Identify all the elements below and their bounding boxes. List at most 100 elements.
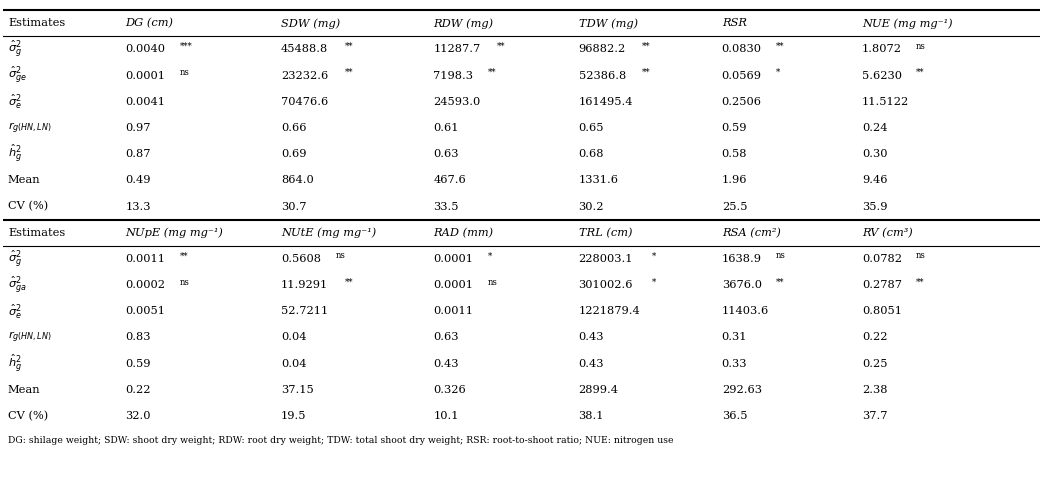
Text: SDW (mg): SDW (mg) xyxy=(281,18,340,28)
Text: 0.58: 0.58 xyxy=(722,149,747,159)
Text: 161495.4: 161495.4 xyxy=(579,97,633,107)
Text: 0.0002: 0.0002 xyxy=(125,280,165,290)
Text: **: ** xyxy=(916,278,925,287)
Text: 0.0011: 0.0011 xyxy=(125,254,165,264)
Text: 70476.6: 70476.6 xyxy=(281,97,329,107)
Text: CV (%): CV (%) xyxy=(8,411,48,421)
Text: 0.97: 0.97 xyxy=(125,123,150,133)
Text: 0.5608: 0.5608 xyxy=(281,254,321,264)
Text: CV (%): CV (%) xyxy=(8,201,48,212)
Text: *: * xyxy=(652,278,656,287)
Text: 0.0001: 0.0001 xyxy=(433,254,474,264)
Text: ns: ns xyxy=(776,252,786,260)
Text: **: ** xyxy=(344,42,354,51)
Text: **: ** xyxy=(344,278,354,287)
Text: Estimates: Estimates xyxy=(8,18,66,28)
Text: 35.9: 35.9 xyxy=(862,201,888,212)
Text: 0.49: 0.49 xyxy=(125,175,150,186)
Text: 1.96: 1.96 xyxy=(722,175,747,186)
Text: $\hat{\sigma}^2_g$: $\hat{\sigma}^2_g$ xyxy=(8,39,22,60)
Text: 19.5: 19.5 xyxy=(281,411,307,421)
Text: 1.8072: 1.8072 xyxy=(862,44,902,54)
Text: 9.46: 9.46 xyxy=(862,175,888,186)
Text: 0.59: 0.59 xyxy=(722,123,747,133)
Text: $\hat{\sigma}^2_{ga}$: $\hat{\sigma}^2_{ga}$ xyxy=(8,274,27,296)
Text: 0.0001: 0.0001 xyxy=(125,71,165,80)
Text: 36.5: 36.5 xyxy=(722,411,747,421)
Text: 24593.0: 24593.0 xyxy=(433,97,481,107)
Text: 2.38: 2.38 xyxy=(862,385,888,395)
Text: **: ** xyxy=(642,42,651,51)
Text: 37.15: 37.15 xyxy=(281,385,314,395)
Text: 0.61: 0.61 xyxy=(433,123,459,133)
Text: **: ** xyxy=(916,68,925,77)
Text: 33.5: 33.5 xyxy=(433,201,459,212)
Text: ***: *** xyxy=(179,42,192,51)
Text: ns: ns xyxy=(179,68,190,77)
Text: **: ** xyxy=(776,278,784,287)
Text: 5.6230: 5.6230 xyxy=(862,71,902,80)
Text: 11.9291: 11.9291 xyxy=(281,280,329,290)
Text: 3676.0: 3676.0 xyxy=(722,280,761,290)
Text: *: * xyxy=(776,68,780,77)
Text: 864.0: 864.0 xyxy=(281,175,314,186)
Text: 0.69: 0.69 xyxy=(281,149,307,159)
Text: Mean: Mean xyxy=(8,385,41,395)
Text: ns: ns xyxy=(916,252,926,260)
Text: 37.7: 37.7 xyxy=(862,411,888,421)
Text: 0.65: 0.65 xyxy=(579,123,604,133)
Text: $\hat{\sigma}^2_e$: $\hat{\sigma}^2_e$ xyxy=(8,302,22,321)
Text: *: * xyxy=(652,252,656,260)
Text: 0.0040: 0.0040 xyxy=(125,44,165,54)
Text: **: ** xyxy=(344,68,354,77)
Text: $\hat{\sigma}^2_e$: $\hat{\sigma}^2_e$ xyxy=(8,93,22,111)
Text: **: ** xyxy=(776,42,784,51)
Text: 0.0011: 0.0011 xyxy=(433,306,474,316)
Text: $\hat{\sigma}^2_g$: $\hat{\sigma}^2_g$ xyxy=(8,248,22,270)
Text: 11287.7: 11287.7 xyxy=(433,44,481,54)
Text: 228003.1: 228003.1 xyxy=(579,254,633,264)
Text: 0.2506: 0.2506 xyxy=(722,97,761,107)
Text: 301002.6: 301002.6 xyxy=(579,280,633,290)
Text: 11403.6: 11403.6 xyxy=(722,306,769,316)
Text: 0.22: 0.22 xyxy=(862,333,888,342)
Text: 30.2: 30.2 xyxy=(579,201,604,212)
Text: ns: ns xyxy=(179,278,190,287)
Text: 0.22: 0.22 xyxy=(125,385,150,395)
Text: **: ** xyxy=(179,252,188,260)
Text: 0.33: 0.33 xyxy=(722,359,747,369)
Text: ns: ns xyxy=(335,252,345,260)
Text: RSA (cm²): RSA (cm²) xyxy=(722,228,780,238)
Text: 10.1: 10.1 xyxy=(433,411,459,421)
Text: 38.1: 38.1 xyxy=(579,411,604,421)
Text: ns: ns xyxy=(488,278,498,287)
Text: 1221879.4: 1221879.4 xyxy=(579,306,640,316)
Text: 0.0830: 0.0830 xyxy=(722,44,761,54)
Text: RSR: RSR xyxy=(722,18,747,28)
Text: 52386.8: 52386.8 xyxy=(579,71,626,80)
Text: 1638.9: 1638.9 xyxy=(722,254,761,264)
Text: 25.5: 25.5 xyxy=(722,201,747,212)
Text: 0.0782: 0.0782 xyxy=(862,254,902,264)
Text: 96882.2: 96882.2 xyxy=(579,44,626,54)
Text: $\hat{h}^2_g$: $\hat{h}^2_g$ xyxy=(8,353,22,375)
Text: 0.66: 0.66 xyxy=(281,123,307,133)
Text: NUtE (mg mg⁻¹): NUtE (mg mg⁻¹) xyxy=(281,228,377,238)
Text: 0.87: 0.87 xyxy=(125,149,150,159)
Text: 32.0: 32.0 xyxy=(125,411,150,421)
Text: 0.31: 0.31 xyxy=(722,333,747,342)
Text: 0.83: 0.83 xyxy=(125,333,150,342)
Text: 0.0569: 0.0569 xyxy=(722,71,761,80)
Text: DG (cm): DG (cm) xyxy=(125,18,173,28)
Text: 0.43: 0.43 xyxy=(579,359,604,369)
Text: 0.30: 0.30 xyxy=(862,149,888,159)
Text: 292.63: 292.63 xyxy=(722,385,761,395)
Text: 23232.6: 23232.6 xyxy=(281,71,329,80)
Text: 0.43: 0.43 xyxy=(579,333,604,342)
Text: ns: ns xyxy=(916,42,926,51)
Text: 0.2787: 0.2787 xyxy=(862,280,902,290)
Text: 0.0001: 0.0001 xyxy=(433,280,474,290)
Text: 0.326: 0.326 xyxy=(433,385,466,395)
Text: **: ** xyxy=(642,68,651,77)
Text: 1331.6: 1331.6 xyxy=(579,175,618,186)
